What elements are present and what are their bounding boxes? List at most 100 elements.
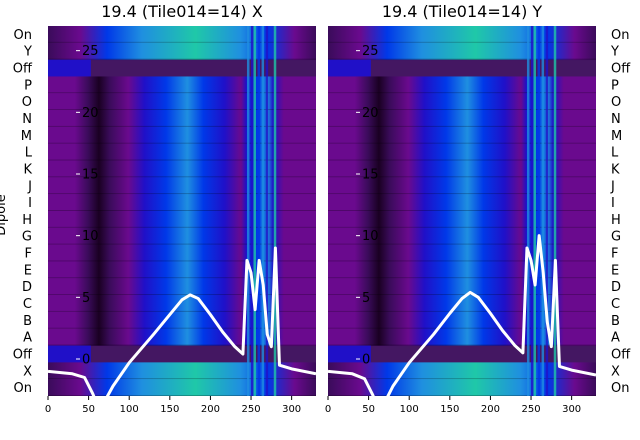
row-separator [48, 159, 316, 161]
y-tick-label: 0 [362, 353, 370, 368]
row-label: Y [23, 45, 32, 60]
row-label: K [23, 162, 32, 177]
heatmap-streak [251, 26, 254, 396]
row-separator [328, 125, 596, 127]
series-line [328, 234, 596, 396]
heatmap-streak [533, 26, 536, 396]
row-separator [328, 58, 596, 60]
row-label: A [23, 331, 32, 346]
row-label: J [27, 179, 32, 194]
row-label: H [22, 213, 32, 228]
row-label: B [611, 314, 620, 329]
row-label: M [611, 129, 622, 144]
heatmap-streak [541, 26, 545, 396]
row-label: X [611, 364, 620, 379]
heatmap [328, 26, 596, 396]
y-tick-label: 5 [362, 291, 370, 306]
row-label: C [611, 297, 620, 312]
heatmap-streak [257, 26, 261, 396]
row-label: L [25, 146, 33, 161]
heatmap-streak [253, 26, 256, 396]
row-separator [328, 210, 596, 211]
heatmap-streak [553, 26, 557, 396]
y-tick-label: 20 [82, 106, 99, 121]
row-label: Y [610, 45, 619, 60]
row-label: N [611, 112, 621, 127]
row-separator [328, 176, 596, 178]
y-tick-label: 0 [82, 353, 90, 368]
row-separator [328, 41, 596, 43]
x-tick-label: 300 [562, 404, 581, 415]
row-label: F [611, 247, 618, 262]
row-label: On [611, 28, 629, 43]
row-separator [48, 378, 316, 380]
panel-1: 19.4 (Tile014=14) XOnYOffPONMLKJIHGFEDCB… [0, 2, 316, 415]
row-separator [328, 243, 596, 245]
row-separator [328, 395, 596, 396]
row-label: X [23, 364, 32, 379]
row-separator [48, 226, 316, 228]
x-tick-label: 150 [440, 404, 459, 415]
x-tick-label: 0 [45, 404, 51, 415]
heatmap-cell [328, 345, 371, 363]
x-tick-label: 100 [120, 404, 139, 415]
row-label: O [611, 95, 621, 110]
y-axis-label: Dipole [0, 194, 9, 235]
row-separator [328, 159, 596, 161]
chart-title: 19.4 (Tile014=14) Y [382, 2, 543, 21]
x-tick-label: 50 [362, 404, 375, 415]
x-tick-label: 100 [400, 404, 419, 415]
heatmap-streak [261, 26, 265, 396]
heatmap-streak [273, 26, 277, 396]
x-tick-label: 50 [82, 404, 95, 415]
row-label: Off [13, 62, 33, 77]
row-label: G [611, 230, 621, 245]
series-line [48, 246, 316, 396]
x-tick-label: 150 [160, 404, 179, 415]
row-separator [48, 210, 316, 211]
row-label: On [14, 381, 32, 396]
heatmap-streak [526, 26, 530, 396]
row-separator [48, 344, 316, 346]
row-label: E [24, 263, 32, 278]
row-label: N [22, 112, 32, 127]
row-separator [48, 294, 316, 296]
row-separator [48, 142, 316, 144]
x-tick-label: 200 [481, 404, 500, 415]
x-tick-label: 300 [282, 404, 301, 415]
row-separator [328, 294, 596, 296]
row-separator [328, 344, 596, 346]
row-separator [328, 193, 596, 195]
heatmap-streak [246, 26, 250, 396]
x-tick-label: 200 [201, 404, 220, 415]
y-tick-label: 10 [82, 229, 99, 244]
y-tick-label: 5 [82, 291, 90, 306]
row-separator [328, 310, 596, 312]
row-label: Off [611, 62, 631, 77]
row-label: B [23, 314, 32, 329]
row-separator [48, 260, 316, 262]
y-tick-label: 20 [362, 106, 379, 121]
row-separator [328, 277, 596, 279]
y-tick-label: 15 [82, 168, 99, 183]
row-label: On [611, 381, 629, 396]
row-label: F [25, 247, 32, 262]
heatmap-cell [328, 59, 371, 77]
row-separator [48, 277, 316, 279]
row-label: On [14, 28, 32, 43]
row-label: H [611, 213, 621, 228]
row-label: P [611, 78, 619, 93]
y-tick-label: 25 [362, 44, 379, 59]
row-separator [48, 109, 316, 111]
row-separator [328, 327, 596, 329]
heatmap-streak [531, 26, 534, 396]
row-label: A [611, 331, 620, 346]
row-separator [48, 92, 316, 94]
y-tick-label: 15 [362, 168, 379, 183]
x-tick-label: 250 [521, 404, 540, 415]
row-label: E [611, 263, 619, 278]
row-label: Off [13, 347, 33, 362]
x-tick-label: 0 [325, 404, 331, 415]
row-label: G [22, 230, 32, 245]
